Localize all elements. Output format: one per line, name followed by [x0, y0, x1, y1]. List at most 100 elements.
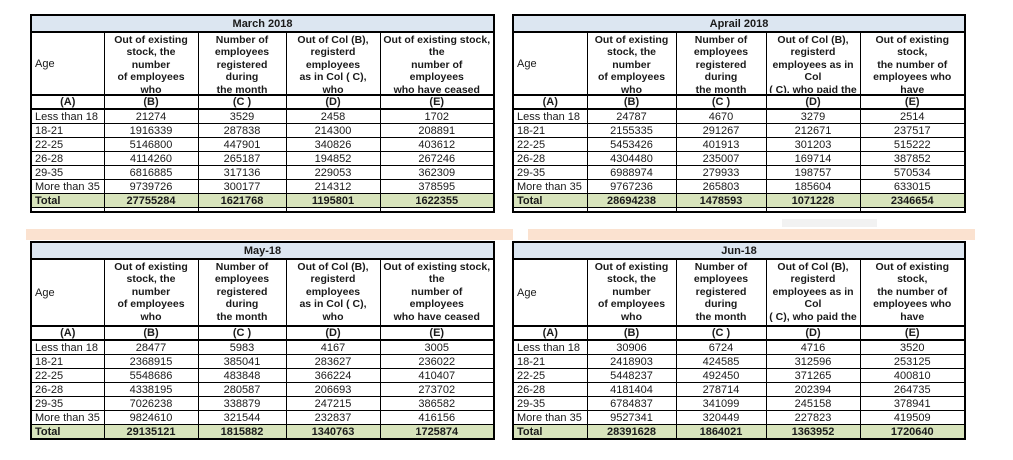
- total-value: 1621768: [197, 193, 287, 208]
- value-cell: 366224: [285, 368, 381, 383]
- value-cell: 253125: [859, 354, 966, 369]
- column-letter: (A): [30, 325, 105, 341]
- value-cell: 237517: [859, 123, 966, 138]
- value-cell: 264735: [859, 382, 966, 397]
- age-column-header: Age: [512, 31, 588, 96]
- column-header-b: Out of existing stock, the number of emp…: [103, 31, 199, 96]
- highlight-band-right: [528, 229, 975, 240]
- column-header-d: Out of Col (B), registerd employees as i…: [765, 258, 861, 327]
- column-letter: (A): [512, 325, 588, 341]
- table-row: 18-21 2418903 424585 312596 253125: [512, 354, 966, 369]
- value-cell: 320449: [675, 410, 767, 425]
- age-cell: More than 35: [512, 179, 588, 194]
- column-header-c: Number of employees registered during th…: [197, 258, 287, 327]
- total-label: Total: [512, 193, 588, 208]
- total-value: 1622355: [379, 193, 495, 208]
- empty-cell: [765, 207, 861, 213]
- month-table: Jun-18 Age Out of existing stock, the numb…: [512, 241, 966, 440]
- value-cell: 287838: [197, 123, 287, 138]
- artifact-block: [782, 219, 877, 227]
- value-cell: 229053: [285, 165, 381, 180]
- value-cell: 515222: [859, 137, 966, 152]
- value-cell: 6816885: [103, 165, 199, 180]
- age-cell: 29-35: [512, 165, 588, 180]
- value-cell: 4181404: [586, 382, 677, 397]
- age-cell: 22-25: [512, 137, 588, 152]
- value-cell: 341099: [675, 396, 767, 411]
- month-table: March 2018 Age Out of existing stock, the …: [30, 14, 495, 213]
- age-cell: Less than 18: [30, 339, 105, 355]
- table-title: March 2018: [30, 14, 495, 33]
- value-cell: 279933: [675, 165, 767, 180]
- value-cell: 3005: [379, 339, 495, 355]
- column-letter: (A): [30, 94, 105, 110]
- total-value: 1363952: [765, 424, 861, 440]
- value-cell: 570534: [859, 165, 966, 180]
- column-header-d: Out of Col (B), registerd employees as i…: [765, 31, 861, 96]
- column-letter-row: (A) (B) (C ) (D) (E): [30, 94, 495, 110]
- value-cell: 212671: [765, 123, 861, 138]
- table-row: Less than 18 28477 5983 4167 3005: [30, 339, 495, 355]
- value-cell: 2418903: [586, 354, 677, 369]
- total-value: 1864021: [675, 424, 767, 440]
- total-value: 1340763: [285, 424, 381, 440]
- value-cell: 5548686: [103, 368, 199, 383]
- header-row: Age Out of existing stock, the number of …: [30, 258, 495, 327]
- value-cell: 5146800: [103, 137, 199, 152]
- column-letter: (C ): [197, 325, 287, 341]
- empty-cell: [103, 207, 199, 213]
- value-cell: 245158: [765, 396, 861, 411]
- value-cell: 312596: [765, 354, 861, 369]
- total-label: Total: [30, 424, 105, 440]
- value-cell: 340826: [285, 137, 381, 152]
- value-cell: 283627: [285, 354, 381, 369]
- value-cell: 214312: [285, 179, 381, 194]
- age-column-header: Age: [30, 258, 105, 327]
- total-row: Total 28694238 1478593 1071228 2346654: [512, 193, 966, 208]
- value-cell: 492450: [675, 368, 767, 383]
- age-cell: 18-21: [30, 123, 105, 138]
- age-cell: More than 35: [30, 179, 105, 194]
- column-letter-row: (A) (B) (C ) (D) (E): [512, 325, 966, 341]
- table-slot-june: Jun-18 Age Out of existing stock, the numb…: [512, 241, 966, 440]
- value-cell: 300177: [197, 179, 287, 194]
- value-cell: 416156: [379, 410, 495, 425]
- table-row: 18-21 2368915 385041 283627 236022: [30, 354, 495, 369]
- column-letter: (C ): [197, 94, 287, 110]
- header-row: Age Out of existing stock, the number of …: [512, 258, 966, 327]
- value-cell: 208891: [379, 123, 495, 138]
- column-letter: (D): [765, 94, 861, 110]
- value-cell: 9527341: [586, 410, 677, 425]
- value-cell: 214300: [285, 123, 381, 138]
- total-value: 28391628: [586, 424, 677, 440]
- month-table: May-18 Age Out of existing stock, the numb…: [30, 241, 495, 440]
- age-cell: 22-25: [30, 137, 105, 152]
- table-title: Jun-18: [512, 241, 966, 260]
- value-cell: 3529: [197, 108, 287, 124]
- column-header-e: Out of existing stock, the number of emp…: [379, 258, 495, 327]
- age-cell: 26-28: [512, 382, 588, 397]
- value-cell: 3279: [765, 108, 861, 124]
- value-cell: 447901: [197, 137, 287, 152]
- empty-stub-row: [30, 207, 495, 213]
- value-cell: 265803: [675, 179, 767, 194]
- total-value: 28694238: [586, 193, 677, 208]
- age-cell: Less than 18: [512, 108, 588, 124]
- value-cell: 7026238: [103, 396, 199, 411]
- column-letter: (E): [379, 325, 495, 341]
- column-letter: (D): [285, 94, 381, 110]
- value-cell: 6988974: [586, 165, 677, 180]
- value-cell: 371265: [765, 368, 861, 383]
- table-row: 18-21 2155335 291267 212671 237517: [512, 123, 966, 138]
- column-header-e: Out of existing stock, the number of emp…: [859, 258, 966, 327]
- age-cell: 22-25: [512, 368, 588, 383]
- table-row: 29-35 6816885 317136 229053 362309: [30, 165, 495, 180]
- value-cell: 247215: [285, 396, 381, 411]
- value-cell: 4167: [285, 339, 381, 355]
- age-cell: 29-35: [30, 396, 105, 411]
- age-cell: 18-21: [512, 123, 588, 138]
- age-cell: 29-35: [30, 165, 105, 180]
- value-cell: 5448237: [586, 368, 677, 383]
- table-row: 22-25 5146800 447901 340826 403612: [30, 137, 495, 152]
- empty-cell: [30, 207, 105, 213]
